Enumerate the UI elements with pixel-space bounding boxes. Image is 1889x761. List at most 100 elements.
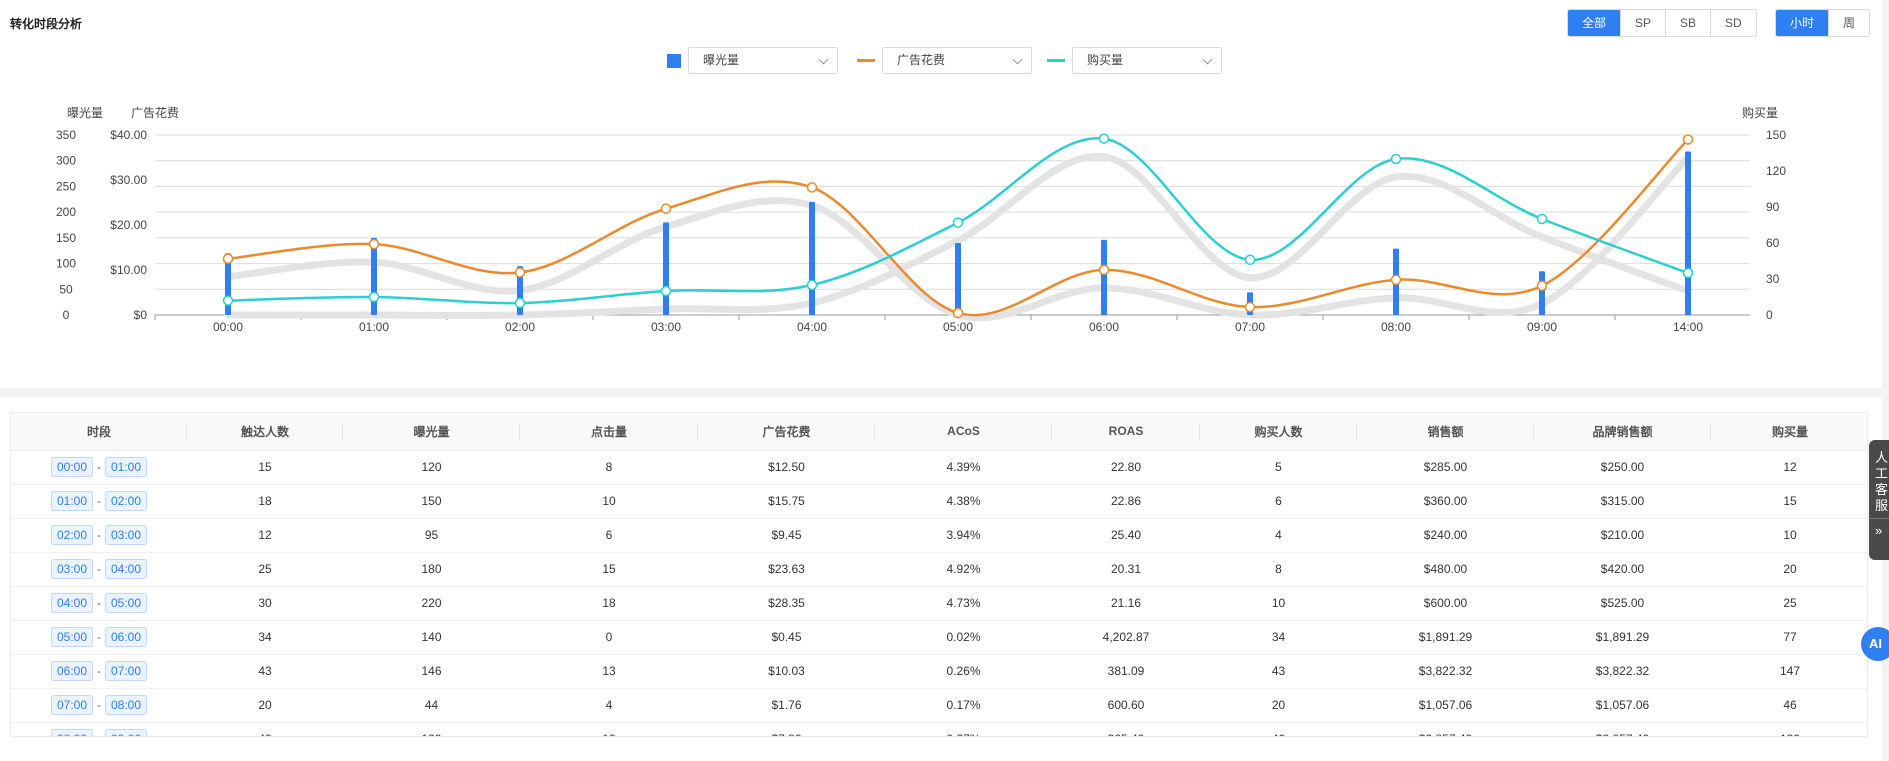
table-cell: $525.00 (1534, 586, 1711, 621)
left-outer-tick: 300 (56, 154, 76, 168)
right-axis-title: 购买量 (1742, 105, 1778, 120)
time-range-cell: 08:00-09:00 (11, 722, 187, 736)
table-cell: 43 (187, 654, 343, 689)
side-tab-char: 服 (1875, 498, 1889, 513)
table-cell: $1.76 (698, 688, 875, 723)
column-header-label: 销售额 (1427, 424, 1464, 439)
column-header: 时段 (11, 413, 187, 451)
table-row: 08:00-09:004012910$7.820.27%365.4040$2,8… (11, 722, 1867, 736)
channel-filter-group: 全部 SP SB SD (1567, 9, 1757, 37)
end-time-tag: 09:00 (105, 729, 148, 736)
table-cell: 40 (187, 722, 343, 736)
table-cell: $28.35 (698, 586, 875, 621)
column-separator (1051, 423, 1052, 440)
range-dash: - (97, 596, 101, 610)
legend-impressions: 曝光量 (667, 47, 838, 74)
end-time-tag: 01:00 (105, 457, 148, 477)
spend-point (1536, 280, 1548, 291)
purchases-line (227, 137, 1689, 305)
column-header-label: 购买人数 (1254, 424, 1303, 439)
end-time-tag: 05:00 (105, 593, 148, 613)
x-tick-label: 08:00 (1381, 320, 1411, 334)
right-tick: 0 (1766, 308, 1773, 322)
column-header: 触达人数 (187, 413, 343, 451)
table-cell: $3,822.32 (1534, 654, 1711, 689)
table-header: 时段 触达人数 曝光量 点击量 广告花费 ACoS ROAS 购买人数 销售额 品牌销售额 购买量 (11, 413, 1867, 451)
column-separator (1199, 423, 1200, 440)
column-header: 购买人数 (1200, 413, 1357, 451)
ai-assistant-button[interactable]: AI (1861, 627, 1889, 661)
table-cell: 4.39% (875, 450, 1052, 485)
table-row: 07:00-08:00 20 44 4 $1.76 0.17% 600.60 20 $1,057… (11, 688, 1867, 723)
time-range-cell: 00:00-01:00 (11, 450, 187, 485)
column-header: 销售额 (1357, 413, 1534, 451)
metric2-select[interactable]: 广告花费 (882, 47, 1032, 74)
time-range-cell: 01:00-02:00 (11, 484, 187, 519)
metric1-select[interactable]: 曝光量 (688, 47, 838, 74)
spend-point (222, 253, 234, 264)
spend-point (514, 267, 526, 278)
table-cell: 220 (343, 586, 520, 621)
table-cell: 25 (1711, 586, 1867, 621)
range-dash: - (97, 698, 101, 712)
spend-point (1244, 301, 1256, 313)
range-dash: - (97, 664, 101, 678)
column-header-label: 曝光量 (413, 424, 450, 439)
time-range-cell: 03:00-04:00 (11, 552, 187, 587)
column-separator (1356, 423, 1357, 440)
table-row: 03:00-04:00 25 180 15 $23.63 4.92% 20.31 8 $480.… (11, 552, 1867, 587)
customer-service-tab[interactable]: 人工客服 » (1869, 440, 1889, 560)
table-cell: 146 (343, 654, 520, 689)
purchases-swatch (1047, 59, 1065, 62)
start-time-tag: 07:00 (50, 695, 93, 715)
table-cell: 34 (1200, 620, 1357, 655)
hourly-table: 时段 触达人数 曝光量 点击量 广告花费 ACoS ROAS 购买人数 销售额 品牌销售额 购买量 … (10, 412, 1868, 737)
table-cell: $3,822.32 (1357, 654, 1534, 689)
granularity-tab-0[interactable]: 小时 (1776, 10, 1829, 36)
table-cell: 129 (343, 722, 520, 736)
end-time-tag: 04:00 (105, 559, 148, 579)
table-cell: 13 (520, 654, 698, 689)
column-header: 广告花费 (698, 413, 875, 451)
table-cell: 0.02% (875, 620, 1052, 655)
end-time-tag: 02:00 (105, 491, 148, 511)
table-cell: 20.31 (1052, 552, 1200, 587)
time-range-cell: 04:00-05:00 (11, 586, 187, 621)
table-cell: 20 (187, 688, 343, 723)
table-cell: 30 (187, 586, 343, 621)
table-cell: 43 (1200, 654, 1357, 689)
filter-tab-1[interactable]: SP (1620, 10, 1665, 36)
purchases-point (1536, 213, 1548, 225)
table-cell: $285.00 (1357, 450, 1534, 485)
granularity-tab-1[interactable]: 周 (1828, 10, 1869, 36)
table-row: 04:00-05:00 30 220 18 $28.35 4.73% 21.16 10 $600… (11, 586, 1867, 621)
table-cell: 130 (1711, 722, 1867, 736)
range-dash: - (97, 732, 101, 736)
impressions-bar (1101, 239, 1107, 315)
legend-purchases: 购买量 (1047, 47, 1222, 74)
impressions-bar (663, 222, 669, 315)
table-cell: $315.00 (1534, 484, 1711, 519)
table-cell: 0.27% (875, 722, 1052, 736)
table-row: 01:00-02:00 18 150 10 $15.75 4.38% 22.86 6 $360.… (11, 484, 1867, 519)
table-cell: 22.86 (1052, 484, 1200, 519)
left-outer-tick: 250 (56, 179, 76, 193)
left-outer-axis-title: 曝光量 (67, 106, 103, 120)
metric3-select[interactable]: 购买量 (1072, 47, 1222, 74)
column-separator (186, 423, 187, 440)
column-header-label: ROAS (1108, 424, 1144, 439)
start-time-tag: 00:00 (50, 457, 93, 477)
column-separator (874, 423, 875, 440)
table-row: 05:00-06:00 34 140 0 $0.45 0.02% 4,202.87 34 $1,… (11, 620, 1867, 655)
filter-tab-0[interactable]: 全部 (1568, 10, 1621, 36)
start-time-tag: 04:00 (50, 593, 93, 613)
table-cell: $480.00 (1357, 552, 1534, 587)
filter-tab-2[interactable]: SB (1665, 10, 1710, 36)
range-dash: - (97, 494, 101, 508)
start-time-tag: 02:00 (50, 525, 93, 545)
filter-tab-3[interactable]: SD (1710, 10, 1756, 36)
table-cell: 20 (1200, 688, 1357, 723)
start-time-tag: 05:00 (50, 627, 93, 647)
collapse-arrow-icon[interactable]: » (1875, 523, 1883, 538)
end-time-tag: 06:00 (105, 627, 148, 647)
